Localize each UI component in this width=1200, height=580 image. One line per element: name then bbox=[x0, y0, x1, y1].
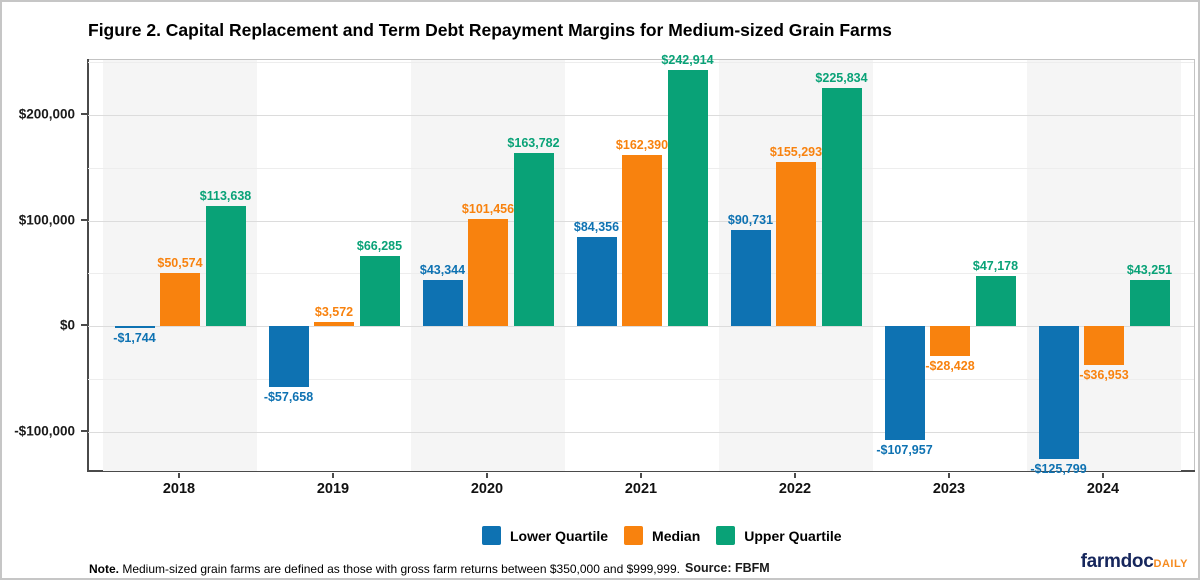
bar-lower-quartile-2022 bbox=[730, 230, 771, 327]
legend-swatch-lower-quartile bbox=[482, 526, 501, 545]
legend-item-lower-quartile: Lower Quartile bbox=[482, 526, 608, 545]
bar-value-label: -$107,957 bbox=[876, 443, 933, 458]
legend: Lower Quartile Median Upper Quartile bbox=[482, 526, 842, 545]
legend-swatch-upper-quartile bbox=[716, 526, 736, 545]
x-tick-mark bbox=[1102, 473, 1104, 478]
bar-value-label: $101,456 bbox=[461, 202, 515, 216]
y-axis-line bbox=[87, 59, 89, 472]
bar-value-label: -$1,744 bbox=[113, 331, 156, 346]
gridline bbox=[88, 326, 1194, 328]
bar-upper-quartile-2018 bbox=[205, 206, 246, 327]
source-text: Source: FBFM bbox=[685, 561, 770, 575]
x-tick-mark bbox=[178, 473, 180, 478]
bar-value-label: -$57,658 bbox=[263, 390, 314, 405]
bar-lower-quartile-2020 bbox=[422, 280, 463, 327]
bar-value-label: -$36,953 bbox=[1079, 368, 1129, 383]
bar-upper-quartile-2021 bbox=[667, 69, 708, 327]
legend-item-median: Median bbox=[624, 526, 700, 545]
bar-value-label: $3,572 bbox=[314, 305, 354, 320]
x-tick-label-2023: 2023 bbox=[932, 481, 966, 497]
bar-value-label: $163,782 bbox=[507, 136, 560, 151]
y-tick-label: $200,000 bbox=[18, 106, 75, 122]
footnote-label: Note. bbox=[89, 562, 119, 576]
gridline bbox=[88, 431, 1194, 433]
bar-value-label: $43,344 bbox=[419, 263, 466, 278]
bar-value-label: $84,356 bbox=[573, 220, 620, 235]
x-tick-label-2022: 2022 bbox=[778, 481, 812, 497]
bar-lower-quartile-2024 bbox=[1038, 326, 1079, 460]
bar-lower-quartile-2023 bbox=[884, 326, 925, 441]
bar-value-label: $113,638 bbox=[199, 189, 252, 204]
bar-value-label: -$125,799 bbox=[1030, 462, 1087, 477]
x-tick-label-2021: 2021 bbox=[624, 481, 658, 497]
bar-lower-quartile-2021 bbox=[576, 237, 617, 327]
bar-median-2019 bbox=[314, 322, 354, 327]
bar-upper-quartile-2020 bbox=[513, 153, 554, 327]
x-tick-label-2020: 2020 bbox=[470, 481, 504, 497]
bar-value-label: $90,731 bbox=[727, 213, 774, 228]
legend-label-lower-quartile: Lower Quartile bbox=[510, 527, 609, 544]
gridline bbox=[88, 378, 1194, 380]
logo-farmdoc-text: farmdoc bbox=[1080, 551, 1154, 572]
bar-value-label: -$28,428 bbox=[925, 359, 975, 374]
bar-value-label: $47,178 bbox=[972, 259, 1019, 274]
x-tick-label-2024: 2024 bbox=[1086, 481, 1120, 497]
bar-value-label: $66,285 bbox=[356, 239, 403, 254]
bar-median-2020 bbox=[468, 219, 508, 327]
legend-swatch-median bbox=[624, 526, 644, 545]
legend-item-upper-quartile: Upper Quartile bbox=[716, 526, 842, 545]
bar-value-label: $162,390 bbox=[615, 137, 669, 152]
footnote: Note. Medium-sized grain farms are defin… bbox=[89, 562, 680, 576]
x-tick-mark bbox=[948, 473, 950, 478]
bar-value-label: $155,293 bbox=[769, 145, 823, 160]
x-tick-mark bbox=[794, 473, 796, 478]
bar-median-2023 bbox=[930, 326, 970, 357]
y-tick-mark bbox=[81, 429, 87, 432]
x-tick-mark bbox=[332, 473, 334, 478]
x-axis-line bbox=[87, 470, 1195, 472]
x-tick-mark bbox=[640, 473, 642, 478]
bar-upper-quartile-2023 bbox=[975, 276, 1016, 327]
bar-lower-quartile-2018 bbox=[114, 326, 155, 329]
bar-value-label: $242,914 bbox=[661, 52, 714, 67]
y-tick-label: $100,000 bbox=[18, 212, 75, 228]
bar-median-2024 bbox=[1084, 326, 1124, 366]
x-tick-mark bbox=[486, 473, 488, 478]
y-tick-mark bbox=[81, 112, 87, 115]
bar-value-label: $225,834 bbox=[815, 70, 868, 85]
bar-value-label: $50,574 bbox=[157, 255, 203, 270]
y-tick-mark bbox=[81, 324, 87, 327]
footnote-text: Medium-sized grain farms are defined as … bbox=[119, 562, 680, 576]
legend-label-median: Median bbox=[652, 527, 701, 544]
bar-lower-quartile-2019 bbox=[268, 326, 309, 388]
legend-label-upper-quartile: Upper Quartile bbox=[744, 527, 842, 544]
bar-upper-quartile-2022 bbox=[821, 87, 862, 327]
bar-value-label: $43,251 bbox=[1126, 263, 1173, 278]
logo-daily-text: DAILY bbox=[1153, 558, 1188, 570]
bar-median-2021 bbox=[622, 154, 662, 327]
bar-upper-quartile-2019 bbox=[359, 256, 400, 327]
bar-upper-quartile-2024 bbox=[1129, 280, 1170, 327]
bar-median-2018 bbox=[160, 272, 200, 327]
y-tick-mark bbox=[81, 218, 87, 221]
gridline bbox=[88, 62, 1194, 64]
gridline bbox=[88, 114, 1194, 116]
bar-median-2022 bbox=[776, 162, 816, 327]
chart-title: Figure 2. Capital Replacement and Term D… bbox=[88, 20, 892, 40]
farmdoc-daily-logo: farmdoc DAILY bbox=[1081, 551, 1188, 573]
y-tick-label: -$100,000 bbox=[14, 423, 75, 439]
y-tick-label: $0 bbox=[59, 317, 75, 333]
x-tick-label-2018: 2018 bbox=[162, 481, 196, 497]
x-tick-label-2019: 2019 bbox=[316, 481, 350, 497]
plot-area: -$1,744 -$57,658 $43,344 $84,356 $90,731 -$10… bbox=[87, 53, 1195, 476]
